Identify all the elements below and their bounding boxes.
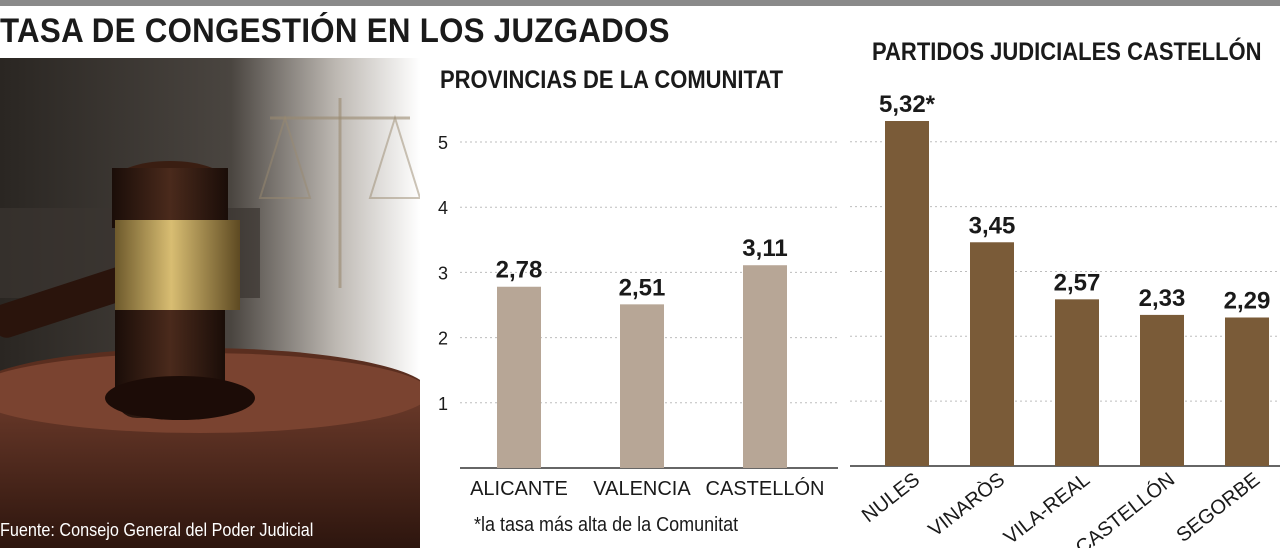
provincias-ytick-label: 3 [438,263,448,283]
chart-partidos-title: PARTIDOS JUDICIALES CASTELLÓN [872,38,1262,66]
partidos-bar [1140,314,1184,466]
partidos-category-label: SEGORBE [1173,469,1264,547]
provincias-ytick-label: 5 [438,133,448,153]
chart-provincias-title: PROVINCIAS DE LA COMUNITAT [440,66,784,94]
provincias-ytick-label: 1 [438,394,448,414]
provincias-bar [743,265,787,468]
partidos-data-label: 2,29 [1224,287,1271,314]
page-title: TASA DE CONGESTIÓN EN LOS JUZGADOS [0,12,670,50]
partidos-category-label: NULES [858,469,924,527]
provincias-ytick-label: 4 [438,198,448,218]
provincias-category-label: ALICANTE [470,478,568,500]
partidos-data-label: 5,32* [879,91,936,118]
provincias-bar [620,304,664,468]
partidos-data-label: 2,33 [1139,285,1186,312]
provincias-category-label: CASTELLÓN [706,477,825,500]
provincias-data-label: 3,11 [742,235,787,262]
provincias-ytick-label: 2 [438,329,448,349]
partidos-category-label: VINARÒS [924,468,1009,542]
gavel-illustration [0,58,420,548]
provincias-data-label: 2,78 [496,257,543,284]
source-credit: Fuente: Consejo General del Poder Judici… [0,520,314,540]
partidos-bar [970,242,1014,466]
partidos-bar [1225,317,1269,466]
partidos-bar [1055,299,1099,466]
partidos-data-label: 2,57 [1054,269,1101,296]
gavel-photo [0,58,420,548]
provincias-data-label: 2,51 [619,274,666,301]
provincias-bar [497,286,541,468]
partidos-data-label: 3,45 [969,212,1016,239]
partidos-bar [885,121,929,466]
top-rule [0,0,1280,6]
chart-footnote: *la tasa más alta de la Comunitat [474,514,739,536]
provincias-category-label: VALENCIA [593,478,691,500]
